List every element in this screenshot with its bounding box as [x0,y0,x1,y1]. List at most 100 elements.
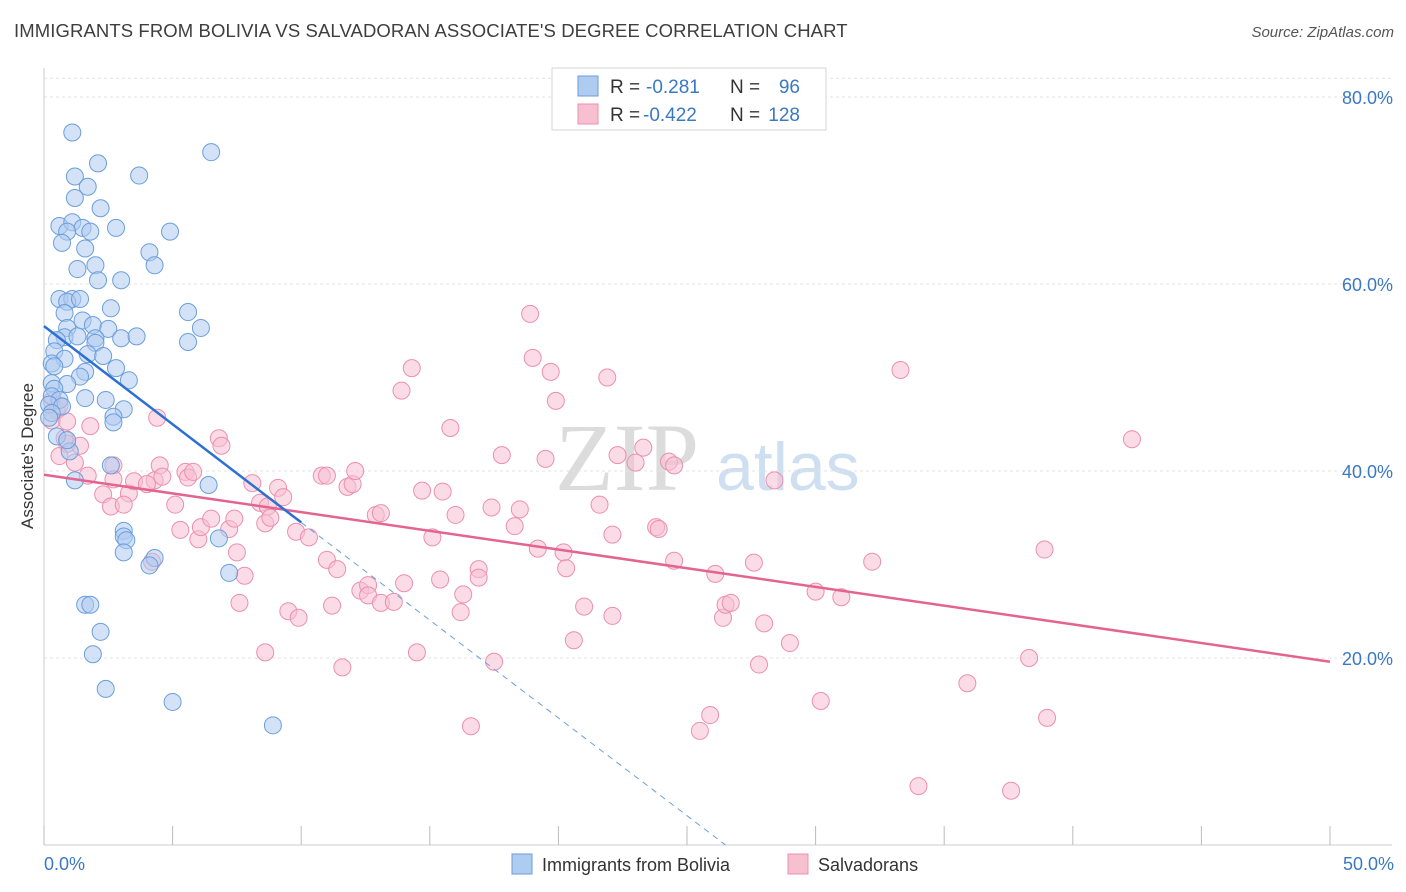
salvadorans-point [395,574,414,593]
legend-r-value-salvadorans: -0.422 [643,105,697,126]
x-tick-label-max: 50.0% [1343,854,1394,874]
salvadorans-point [431,570,450,589]
salvadorans-point [384,592,403,611]
y-tick-label: 20.0% [1342,649,1393,669]
bolivia-point [140,556,159,575]
y-tick-label: 80.0% [1342,88,1393,108]
salvadorans-point [184,462,203,481]
source-credit: Source: ZipAtlas.com [1251,24,1394,41]
bolivia-point [91,199,110,218]
chart-title: IMMIGRANTS FROM BOLIVIA VS SALVADORAN AS… [14,20,848,41]
bottom-legend-swatch-salvadorans [787,853,809,875]
bolivia-point [65,188,84,207]
salvadorans-point [510,500,529,519]
salvadorans-point [626,453,645,472]
salvadorans-point [441,418,460,437]
bolivia-point [112,329,131,348]
salvadorans-point [153,467,172,486]
y-tick-labels: 20.0% 40.0% 60.0% 80.0% [1342,88,1393,669]
legend-n-label-salvadorans: N = [730,105,760,126]
salvadorans-point [423,528,442,547]
salvadorans-point [750,655,769,674]
salvadorans-point [634,438,653,457]
bolivia-point [191,318,210,337]
trend-lines [43,325,1331,846]
bolivia-points [40,123,282,735]
bolivia-point [96,390,115,409]
bolivia-point [65,167,84,186]
salvadorans-point [649,519,668,538]
bolivia-trend-line [43,325,302,524]
salvadorans-point [603,606,622,625]
salvadorans-trend-line [43,473,1331,663]
salvadorans-point [1020,649,1039,667]
bolivia-point [68,260,87,279]
bolivia-point [40,408,59,427]
bolivia-point [209,529,228,548]
bottom-legend-label-bolivia: Immigrants from Bolivia [542,855,731,875]
bolivia-point [202,143,221,162]
bolivia-point [45,357,64,376]
salvadorans-point [461,717,480,736]
salvadorans-point [690,721,709,740]
bolivia-point [76,389,95,408]
bottom-legend-label-salvadorans: Salvadorans [818,855,918,875]
legend-swatch-salvadorans [577,103,599,125]
bolivia-point [58,431,77,450]
bolivia-point [112,271,131,290]
salvadorans-point [832,588,851,607]
salvadorans-point [701,706,720,725]
salvadorans-point [958,674,977,693]
salvadorans-point [665,456,684,475]
legend-r-label-salvadorans: R = [610,105,640,126]
bolivia-point [107,218,126,237]
legend-r-value-bolivia: -0.281 [646,77,700,98]
salvadorans-point [1002,781,1021,800]
salvadorans-point [446,505,465,524]
legend-n-value-salvadorans: 128 [768,105,800,126]
salvadorans-point [598,368,617,387]
salvadorans-point [811,692,830,711]
bolivia-point [263,716,282,735]
salvadorans-point [371,504,390,523]
y-tick-label: 60.0% [1342,275,1393,295]
salvadorans-point [590,495,609,514]
bolivia-point [179,332,198,351]
watermark-atlas: atlas [716,429,860,505]
salvadorans-point [557,559,576,578]
salvadorans-point [454,585,473,604]
y-tick-label: 40.0% [1342,462,1393,482]
salvadorans-point [546,391,565,410]
bolivia-point [81,595,100,614]
bolivia-point [127,327,146,346]
y-axis-title: Associate's Degree [18,383,37,529]
bolivia-point [107,359,126,378]
salvadorans-point [402,359,421,378]
legend-r-label-bolivia: R = [610,77,640,98]
salvadorans-point [81,417,100,436]
bolivia-point [68,327,87,346]
bolivia-point [71,289,90,308]
salvadorans-point [451,603,470,622]
bolivia-point [99,319,118,338]
salvadorans-point [413,481,432,500]
salvadorans-point [212,436,231,455]
salvadorans-points [42,304,1141,800]
salvadorans-point [575,597,594,616]
bolivia-point [53,233,72,252]
bolivia-point [101,456,120,475]
salvadorans-point [225,509,244,528]
bolivia-point [63,123,82,142]
salvadorans-point [891,361,910,380]
salvadorans-point [227,543,246,562]
salvadorans-point [289,608,308,627]
salvadorans-point [755,614,774,633]
salvadorans-point [521,304,540,323]
salvadorans-point [230,593,249,612]
salvadorans-point [608,446,627,465]
salvadorans-point [863,552,882,571]
salvadorans-point [202,509,221,528]
salvadorans-point [346,462,365,480]
bolivia-point [179,303,198,322]
bolivia-point [114,543,133,562]
